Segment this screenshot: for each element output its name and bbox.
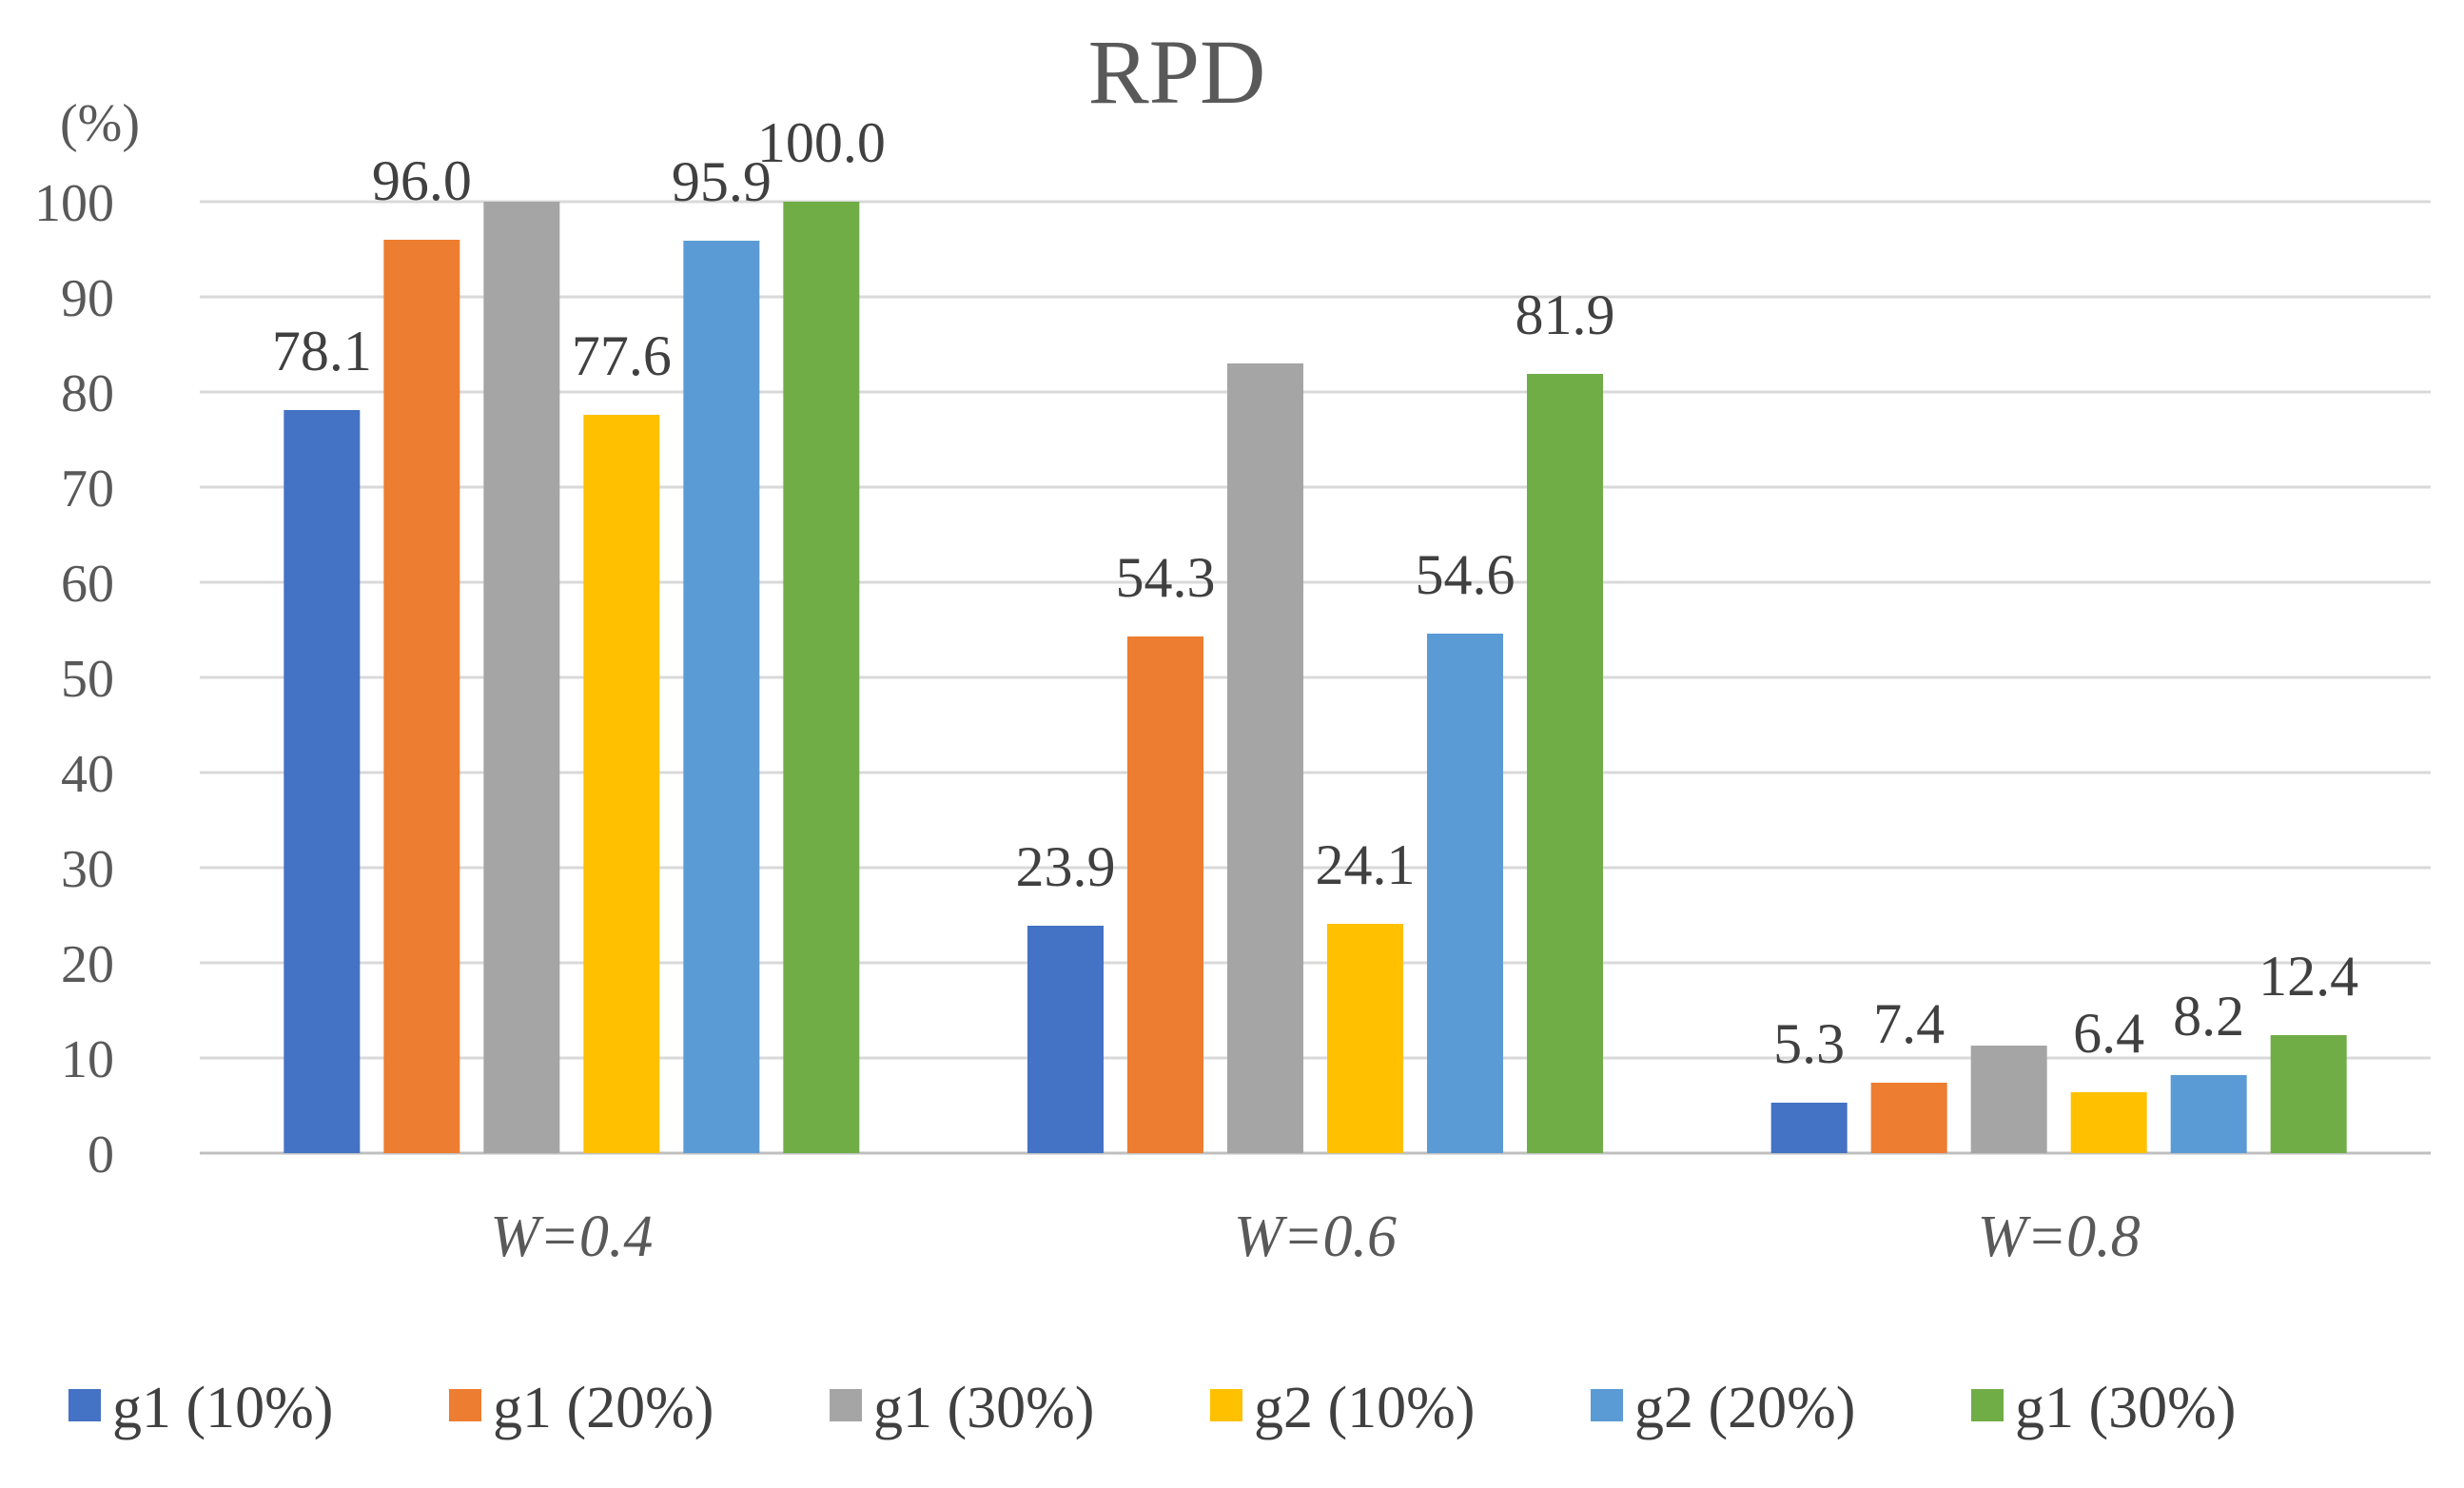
y-tick-label: 20 bbox=[61, 935, 114, 994]
y-tick-label: 40 bbox=[61, 745, 114, 804]
legend-label: g1 (30%) bbox=[2015, 1376, 2236, 1440]
y-tick-label: 60 bbox=[61, 555, 114, 614]
y-tick-label: 80 bbox=[61, 364, 114, 423]
bar bbox=[1327, 924, 1403, 1153]
legend-swatch bbox=[1210, 1389, 1242, 1421]
data-label: 54.3 bbox=[1116, 546, 1216, 609]
legend: g1 (10%) g1 (20%) g1 (30%) g2 (10%) g2 (20%)… bbox=[68, 1376, 2236, 1440]
data-label: 95.9 bbox=[672, 150, 772, 213]
chart-title: RPD bbox=[1088, 21, 1266, 123]
bar bbox=[583, 415, 660, 1153]
legend-swatch bbox=[1591, 1389, 1623, 1421]
bar bbox=[2270, 1035, 2347, 1153]
data-label: 23.9 bbox=[1016, 835, 1116, 898]
y-tick-label: 70 bbox=[61, 460, 114, 519]
legend-swatch bbox=[68, 1389, 101, 1421]
data-label: 24.1 bbox=[1316, 833, 1416, 896]
bar bbox=[783, 202, 860, 1153]
legend-label: g1 (20%) bbox=[493, 1376, 714, 1440]
y-tick-label: 90 bbox=[61, 269, 114, 328]
data-label: 77.6 bbox=[572, 324, 672, 387]
legend-label: g2 (10%) bbox=[1254, 1376, 1475, 1440]
x-category-label: W=0.6 bbox=[1234, 1204, 1397, 1269]
x-category-label: W=0.4 bbox=[490, 1204, 653, 1269]
bar bbox=[1870, 1083, 1947, 1153]
bar bbox=[383, 240, 460, 1153]
bar bbox=[683, 241, 760, 1153]
bar bbox=[1770, 1103, 1848, 1153]
legend-swatch bbox=[449, 1389, 481, 1421]
bar bbox=[2070, 1092, 2147, 1153]
bar bbox=[1227, 363, 1303, 1153]
data-label: 81.9 bbox=[1516, 284, 1615, 346]
gridlines bbox=[200, 200, 2431, 1155]
data-label: 54.6 bbox=[1416, 543, 1516, 606]
legend-label: g1 (30%) bbox=[873, 1376, 1094, 1440]
legend-label: g2 (20%) bbox=[1634, 1376, 1855, 1440]
x-axis-categories: W=0.4 W=0.6 W=0.8 bbox=[490, 1204, 2140, 1269]
bar bbox=[284, 410, 361, 1153]
y-tick-label: 50 bbox=[61, 650, 114, 709]
bar bbox=[1527, 374, 1603, 1153]
bar bbox=[1427, 634, 1503, 1153]
data-label: 6.4 bbox=[2073, 1002, 2144, 1065]
data-label: 96.0 bbox=[372, 149, 472, 212]
x-category-label: W=0.8 bbox=[1978, 1204, 2141, 1269]
legend-swatch bbox=[830, 1389, 862, 1421]
data-label: 8.2 bbox=[2173, 985, 2244, 1047]
y-tick-label: 10 bbox=[61, 1030, 114, 1089]
legend-label: g1 (10%) bbox=[112, 1376, 333, 1440]
y-tick-label: 0 bbox=[88, 1126, 114, 1185]
bar bbox=[483, 202, 560, 1153]
bars bbox=[284, 202, 2347, 1153]
data-label: 5.3 bbox=[1773, 1012, 1845, 1075]
data-label: 12.4 bbox=[2259, 945, 2358, 1008]
data-label: 100.0 bbox=[757, 111, 886, 174]
bar bbox=[1127, 636, 1203, 1153]
data-label: 78.1 bbox=[272, 320, 372, 382]
y-tick-label: 30 bbox=[61, 840, 114, 899]
legend-swatch bbox=[1971, 1389, 2004, 1421]
y-tick-label: 100 bbox=[34, 174, 114, 233]
data-label: 7.4 bbox=[1873, 992, 1945, 1055]
bar bbox=[1027, 926, 1104, 1153]
y-axis-ticks: 0 10 20 30 40 50 60 70 80 90 100 bbox=[34, 174, 114, 1185]
y-axis-label: (%) bbox=[60, 94, 140, 153]
bar bbox=[1970, 1046, 2047, 1153]
bar bbox=[2170, 1075, 2247, 1153]
